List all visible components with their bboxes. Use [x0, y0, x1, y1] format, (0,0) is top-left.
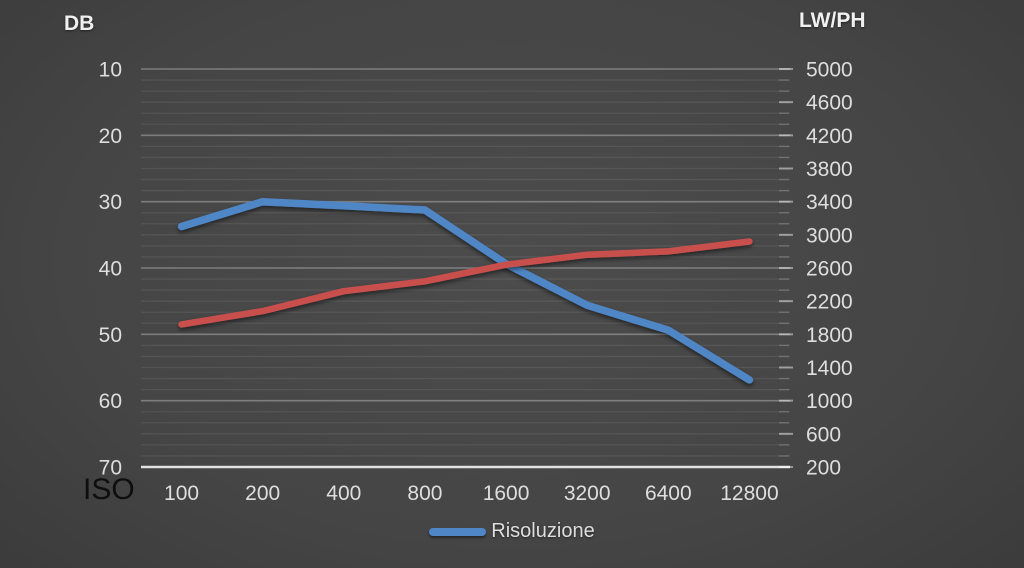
data-series — [177, 197, 754, 384]
gridlines — [141, 68, 790, 469]
x-axis-title: ISO — [83, 473, 135, 506]
right-axis-tick-label: 2200 — [806, 291, 853, 314]
legend-risoluzione-marker — [429, 527, 487, 536]
left-axis-title: DB — [64, 12, 95, 35]
right-axis-tick-label: 3800 — [806, 158, 853, 181]
right-axis-tick-label: 1000 — [806, 390, 853, 413]
x-axis-tick-label: 6400 — [645, 482, 692, 505]
right-axis-tick-label: 4600 — [806, 92, 853, 115]
left-axis-tick-label: 50 — [99, 324, 122, 347]
x-axis-tick-label: 200 — [245, 482, 280, 505]
x-axis-tick-label: 3200 — [564, 482, 611, 505]
right-axis-tick-label: 4200 — [806, 125, 853, 148]
right-axis-tick-label: 600 — [806, 423, 841, 446]
right-axis-title: LW/PH — [799, 9, 866, 32]
right-axis-tick-label: 3400 — [806, 191, 853, 214]
left-axis-tick-label: 60 — [99, 390, 122, 413]
x-axis-tick-label: 400 — [326, 482, 361, 505]
x-axis-tick-label: 800 — [407, 482, 442, 505]
right-axis-tick-label: 200 — [806, 457, 841, 480]
right-axis-tick-label: 5000 — [806, 59, 853, 82]
left-axis-tick-label: 20 — [99, 125, 122, 148]
legend: Risoluzione — [0, 520, 1024, 543]
left-axis-tick-label: 10 — [99, 59, 122, 82]
left-axis-tick-label: 70 — [99, 457, 122, 480]
red-series-line — [178, 238, 753, 328]
x-axis-tick-label: 12800 — [720, 482, 778, 505]
left-axis-tick-label: 40 — [99, 258, 122, 281]
right-axis-tickmarks — [779, 68, 793, 468]
risoluzione-line — [177, 197, 754, 384]
x-axis-tick-label: 1600 — [483, 482, 530, 505]
left-axis-tick-label: 30 — [99, 191, 122, 214]
axis-tick-labels: 10 20 30 40 50 60 70 5000 4600 4200 3800 3400 3000 26… — [99, 59, 853, 506]
right-axis-tick-label: 1800 — [806, 324, 853, 347]
x-axis-tick-label: 100 — [164, 482, 199, 505]
right-axis-tick-label: 3000 — [806, 224, 853, 247]
right-axis-tick-label: 1400 — [806, 357, 853, 380]
legend-risoluzione-label: Risoluzione — [491, 520, 595, 542]
right-axis-tick-label: 2600 — [806, 258, 853, 281]
